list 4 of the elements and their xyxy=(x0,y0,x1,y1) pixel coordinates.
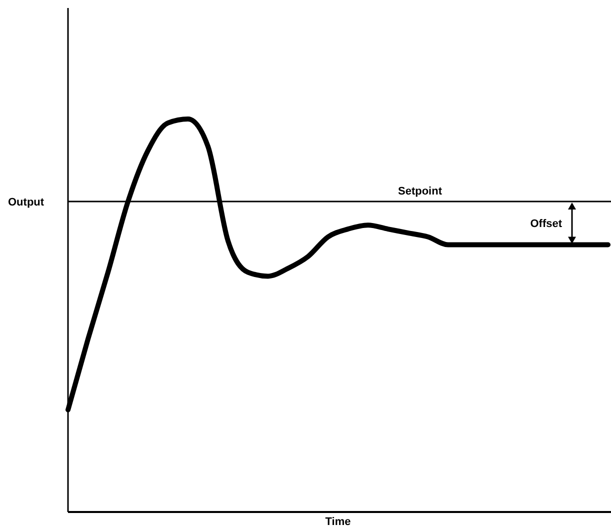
x-axis-title: Time xyxy=(325,516,351,527)
ref-line-label: Setpoint xyxy=(398,186,442,198)
y-axis-title: Output xyxy=(8,196,44,209)
annotation: Offset xyxy=(530,218,562,230)
